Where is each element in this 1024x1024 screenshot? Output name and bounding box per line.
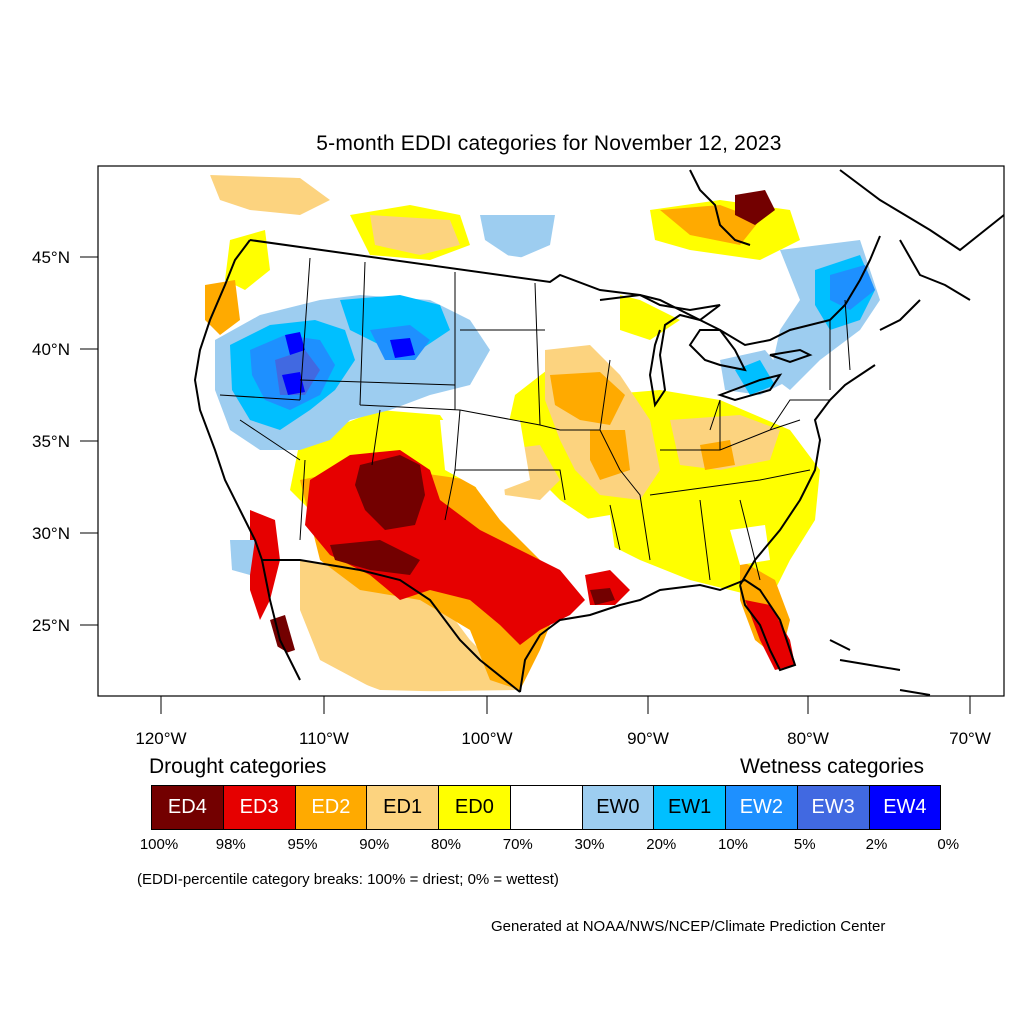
lat-tick-label: 35°N	[32, 432, 70, 451]
map-title: 5-month EDDI categories for November 12,…	[316, 132, 782, 155]
ed2-region	[700, 440, 735, 470]
category-breaks-note: (EDDI-percentile category breaks: 100% =…	[137, 871, 559, 888]
credit-line: Generated at NOAA/NWS/NCEP/Climate Predi…	[491, 918, 886, 935]
ed2-region	[205, 280, 240, 335]
lat-tick-label: 40°N	[32, 340, 70, 359]
legend-swatch	[509, 785, 583, 830]
ew0-region	[480, 215, 555, 260]
drought-categories-heading: Drought categories	[149, 755, 327, 778]
map-frame	[97, 165, 1005, 697]
lon-tick-label: 110°W	[299, 729, 349, 748]
map-field	[193, 169, 1004, 696]
lon-tick-label: 120°W	[135, 729, 186, 748]
category-legend-bar: ED4 ED3 ED2 ED1 ED0 EW0 EW1 EW2 EW3 EW4	[151, 785, 942, 830]
legend-swatch: ED3	[222, 785, 296, 830]
ed1-region	[370, 215, 460, 255]
state-boundaries	[219, 257, 851, 581]
percentile-label: 95%	[287, 836, 318, 853]
percentile-label: 10%	[717, 836, 749, 853]
near-normal-region	[600, 250, 740, 330]
legend-swatch: EW4	[868, 785, 942, 830]
lon-tick-label: 100°W	[461, 729, 512, 748]
ed1-region	[300, 560, 520, 692]
ed4-region	[330, 540, 420, 575]
latitude-ticks: 45°N 40°N 35°N 30°N 25°N	[32, 248, 98, 635]
ed1-region	[210, 175, 330, 215]
legend-swatch: ED4	[151, 785, 224, 830]
legend-swatch: ED2	[294, 785, 368, 830]
near-normal-region	[440, 420, 530, 495]
percentile-label: 70%	[502, 836, 533, 853]
ed0-region	[225, 230, 270, 290]
percentile-label: 5%	[793, 836, 816, 853]
legend-swatch: ED0	[438, 785, 511, 830]
lat-tick-label: 25°N	[32, 616, 70, 635]
ed3-region	[250, 510, 280, 620]
ed3-region	[745, 600, 795, 670]
percentile-label: 98%	[215, 836, 246, 853]
ed4-region	[270, 615, 295, 655]
ew4-region	[285, 332, 305, 355]
lat-tick-label: 45°N	[32, 248, 70, 267]
near-normal-region	[470, 250, 560, 320]
percentile-label: 30%	[574, 836, 605, 853]
percentile-label: 100%	[139, 836, 179, 853]
percentile-label: 2%	[865, 836, 888, 853]
lon-tick-label: 80°W	[787, 729, 829, 748]
great-lakes	[599, 293, 813, 408]
ed4-region	[590, 588, 615, 605]
percentile-label: 80%	[430, 836, 462, 853]
canada-coast	[689, 169, 1004, 331]
percentile-label: 90%	[359, 836, 390, 853]
percentile-label: 0%	[937, 836, 960, 853]
legend-swatch: EW0	[581, 785, 655, 830]
ed4-region	[355, 455, 425, 530]
ed4-region	[735, 190, 775, 225]
near-normal-region	[580, 515, 615, 555]
ed2-region	[590, 430, 630, 480]
ew4-region	[390, 338, 415, 358]
legend-swatch: EW1	[653, 785, 726, 830]
percentile-label: 20%	[646, 836, 677, 853]
mexico-coast	[261, 559, 931, 696]
lon-tick-label: 70°W	[949, 729, 991, 748]
ew2-region	[830, 265, 875, 310]
lat-tick-label: 30°N	[32, 524, 70, 543]
wetness-categories-heading: Wetness categories	[740, 755, 925, 778]
ew4-region	[282, 372, 305, 395]
longitude-ticks: 120°W 110°W 100°W 90°W 80°W 70°W	[135, 696, 991, 748]
ew0-region	[230, 540, 255, 575]
coastline	[193, 235, 881, 693]
lon-tick-label: 90°W	[627, 729, 669, 748]
legend-swatch: EW3	[796, 785, 870, 830]
legend-swatch: ED1	[366, 785, 439, 830]
legend-swatch: EW2	[725, 785, 798, 830]
